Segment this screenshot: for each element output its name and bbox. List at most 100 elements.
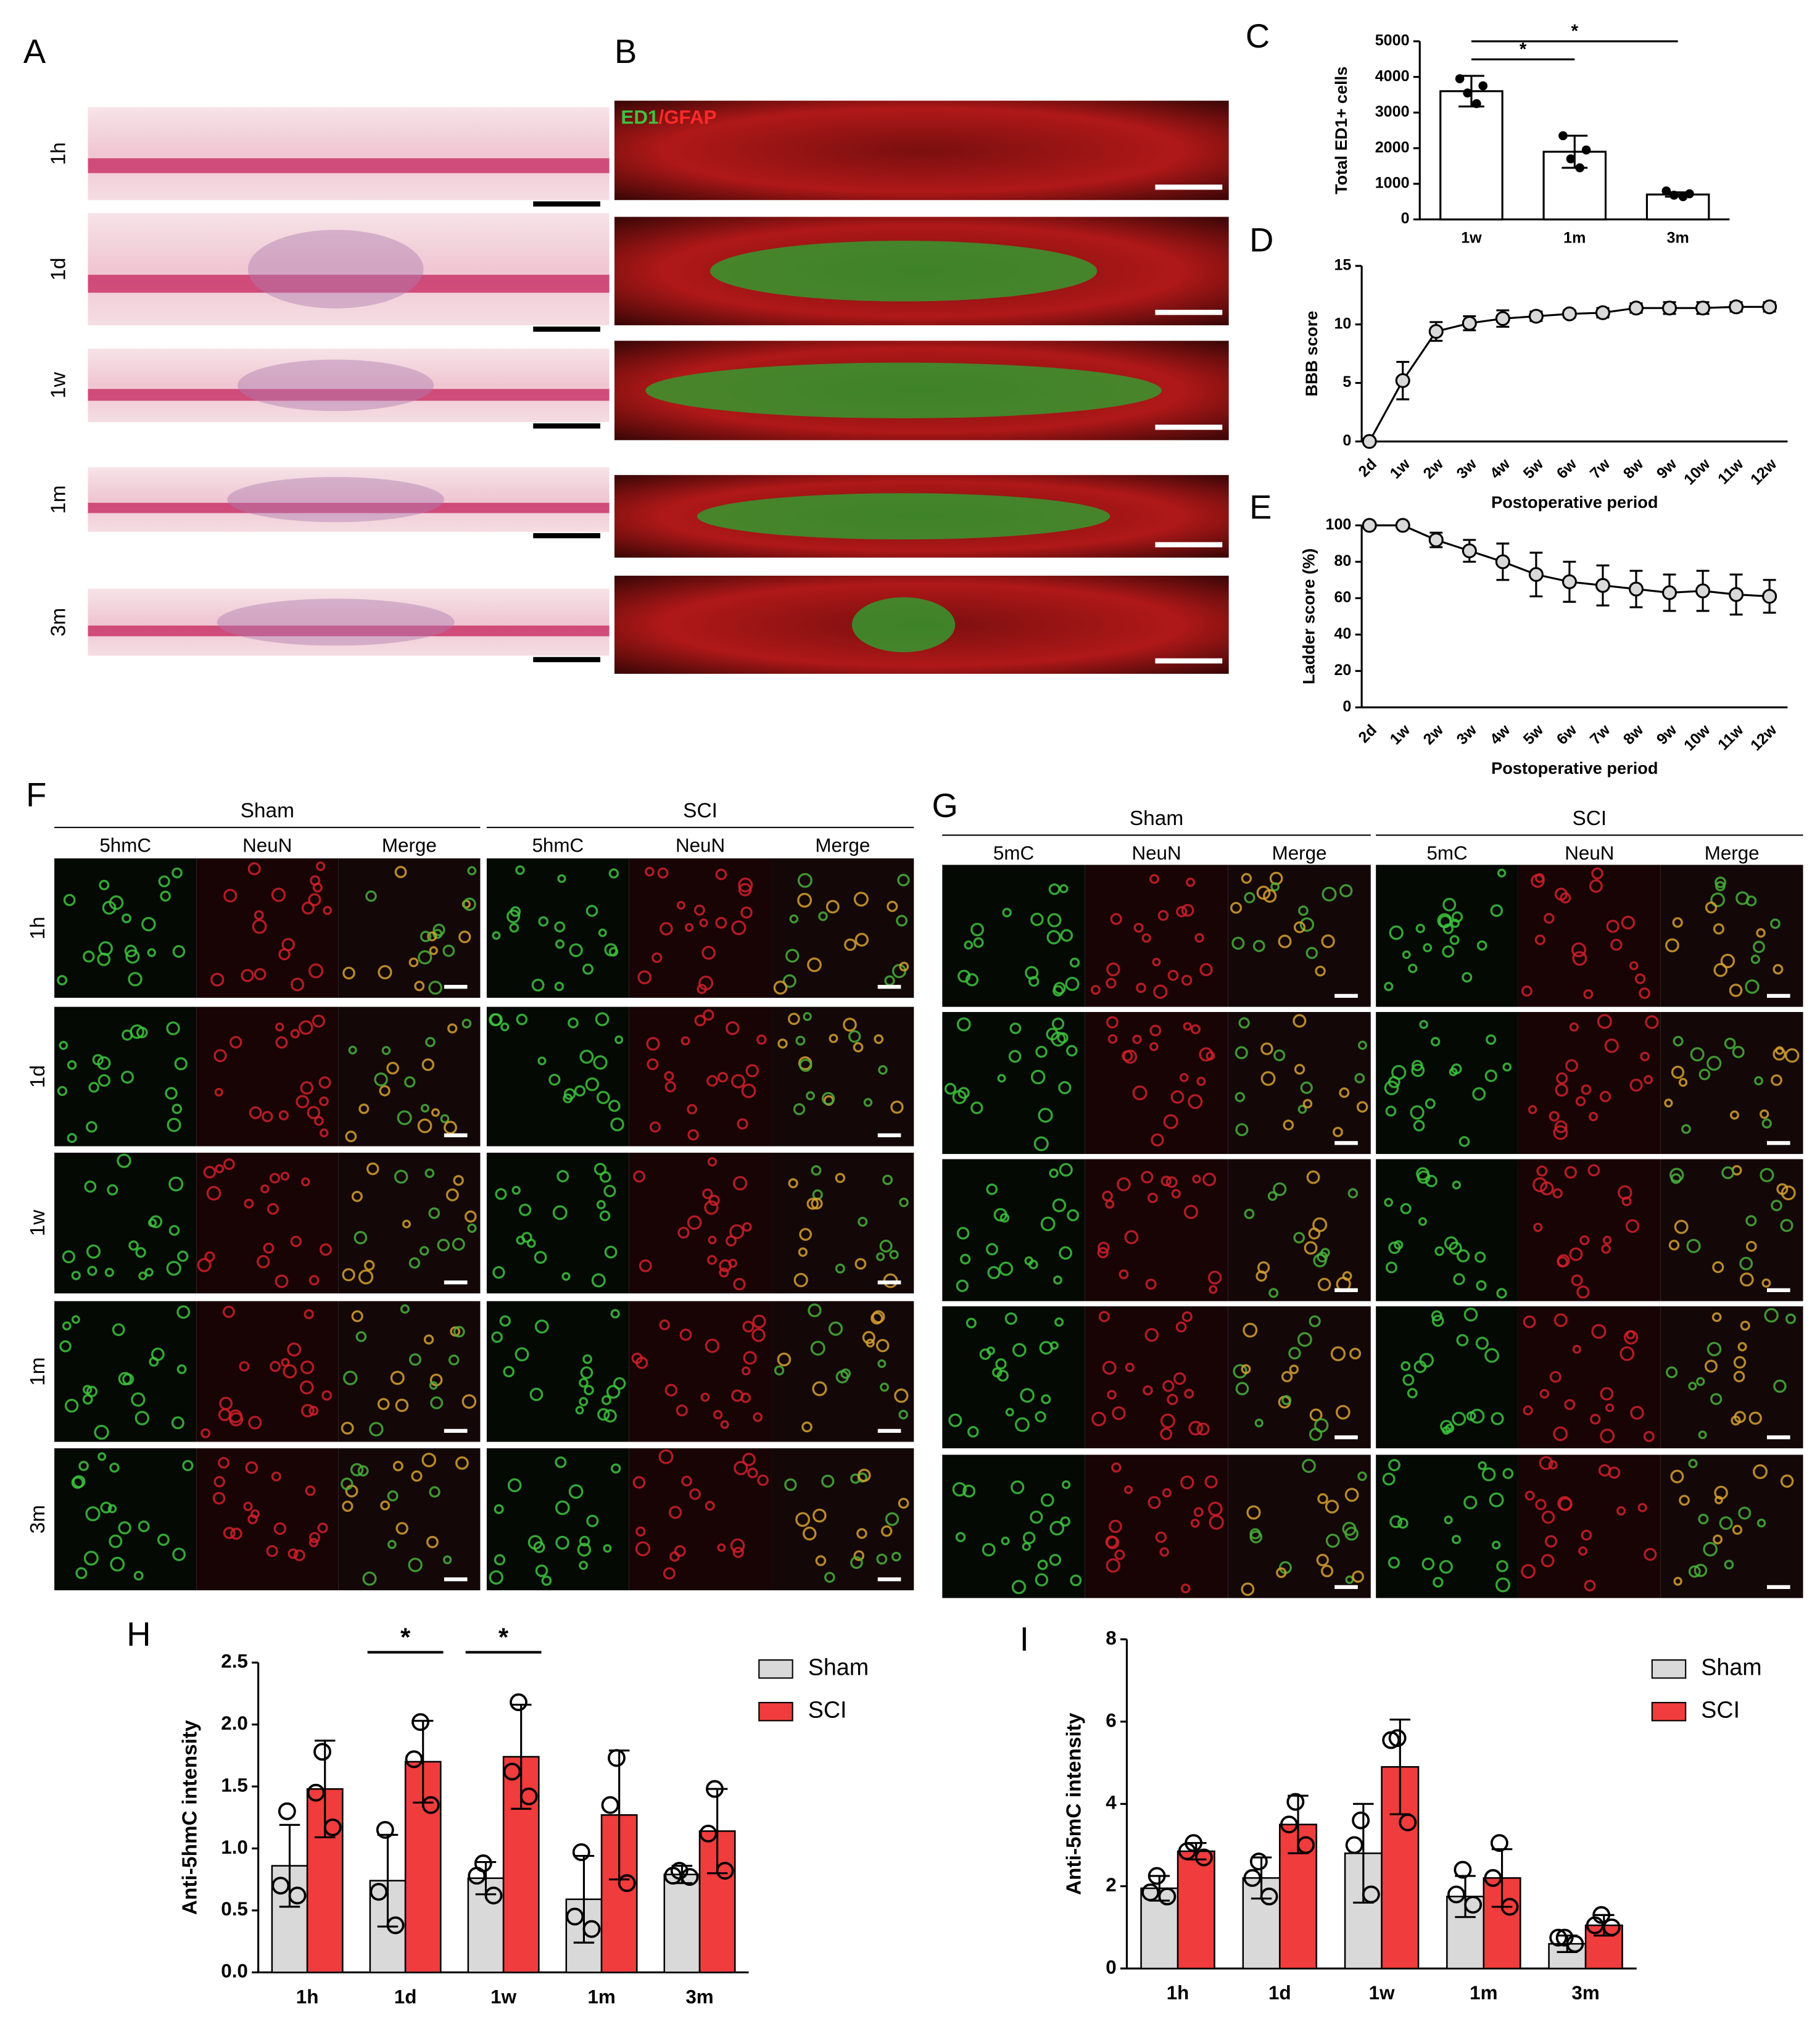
- cell: [1111, 1462, 1122, 1473]
- data-point: [699, 1824, 718, 1843]
- micrograph: [54, 1448, 197, 1591]
- cell: [1431, 1310, 1442, 1322]
- cell: [707, 1255, 718, 1265]
- cell: [1106, 962, 1120, 977]
- cell: [1235, 1382, 1249, 1396]
- cell: [1463, 1308, 1478, 1322]
- cell: [579, 1397, 589, 1406]
- cell: [1581, 1084, 1592, 1095]
- he-stripe: [88, 158, 610, 173]
- cell: [492, 1266, 505, 1279]
- cell: [1502, 1468, 1514, 1479]
- column-header: Merge: [1705, 842, 1760, 864]
- cell: [603, 1185, 616, 1198]
- cell: [1160, 1176, 1172, 1187]
- cell: [229, 1412, 244, 1427]
- cell: [1315, 965, 1326, 977]
- cell: [1610, 939, 1623, 951]
- cell: [1564, 1399, 1576, 1411]
- cell: [394, 1169, 408, 1184]
- cell: [538, 916, 549, 927]
- cell: [815, 1555, 827, 1566]
- cell: [1569, 1022, 1579, 1032]
- cell: [742, 1453, 756, 1466]
- cell: [1162, 1380, 1175, 1392]
- cell: [1059, 1163, 1073, 1177]
- marker: [1762, 299, 1777, 315]
- scale-bar: [444, 1280, 468, 1285]
- data-point: [1678, 192, 1688, 201]
- cell: [1354, 1072, 1365, 1084]
- cell: [1011, 1480, 1025, 1495]
- y-axis-label: Anti-5hmC intensity: [179, 1720, 202, 1915]
- cell: [585, 905, 598, 917]
- cell: [1317, 1277, 1331, 1292]
- cell: [720, 1420, 729, 1429]
- cell: [1263, 889, 1277, 903]
- panel-letter: H: [126, 1615, 151, 1653]
- data-point: [1549, 1928, 1568, 1947]
- cell: [1407, 1388, 1418, 1399]
- cell: [275, 1022, 284, 1032]
- lesion: [217, 599, 455, 646]
- scale-bar: [1766, 993, 1790, 998]
- data-point: [1454, 1860, 1472, 1879]
- cell: [1710, 1393, 1723, 1405]
- cell: [1035, 1045, 1048, 1058]
- cell: [1560, 892, 1571, 904]
- cell: [1001, 1537, 1010, 1546]
- cell: [1152, 958, 1161, 967]
- x-tick-label: 1w: [1387, 721, 1414, 749]
- x-tick-label: 10w: [1681, 455, 1714, 489]
- cell: [341, 1422, 354, 1435]
- cell: [687, 1215, 702, 1230]
- cell: [461, 1018, 472, 1029]
- cell: [1496, 1560, 1508, 1572]
- cell: [1591, 867, 1603, 880]
- y-tick-label: 1.0: [221, 1836, 248, 1858]
- cell: [1713, 1534, 1723, 1545]
- cell: [1276, 1567, 1287, 1578]
- cell: [537, 1056, 547, 1066]
- cell: [280, 1171, 290, 1181]
- data-point: [510, 1693, 527, 1711]
- cell: [1119, 1269, 1129, 1280]
- cell: [1180, 1475, 1194, 1490]
- cell: [299, 1020, 313, 1035]
- cell: [697, 984, 707, 994]
- cell: [574, 1085, 586, 1097]
- x-tick-label: 2d: [1355, 721, 1380, 747]
- column-header: 5hmC: [532, 835, 584, 856]
- cell: [165, 1087, 178, 1100]
- cell: [1041, 1394, 1051, 1404]
- cell: [112, 1323, 125, 1337]
- data-point: [1471, 99, 1481, 109]
- cell: [320, 1128, 329, 1138]
- x-tick-label: 1h: [296, 1986, 319, 2007]
- data-point: [421, 1796, 440, 1814]
- cell: [365, 890, 377, 902]
- cell: [1028, 976, 1040, 987]
- scale-bar: [1334, 993, 1358, 998]
- cell: [1141, 933, 1151, 943]
- cell: [604, 1245, 618, 1259]
- cell: [856, 1528, 867, 1539]
- cell: [568, 1017, 579, 1029]
- cell: [1721, 1166, 1735, 1179]
- cell: [1040, 1216, 1056, 1232]
- y-tick-label: 2000: [1375, 139, 1410, 156]
- cell: [1475, 1337, 1489, 1350]
- cell: [166, 1021, 180, 1035]
- he-stripe: [88, 502, 610, 513]
- cell: [1254, 1419, 1264, 1428]
- cell: [1432, 1314, 1444, 1327]
- cell: [507, 909, 521, 924]
- cell: [172, 945, 186, 958]
- cell: [534, 1319, 549, 1334]
- cell: [706, 1075, 718, 1087]
- cell: [57, 975, 68, 985]
- cell: [611, 1463, 621, 1474]
- cell: [1688, 1382, 1697, 1391]
- cell: [1299, 917, 1315, 932]
- cell: [252, 919, 267, 934]
